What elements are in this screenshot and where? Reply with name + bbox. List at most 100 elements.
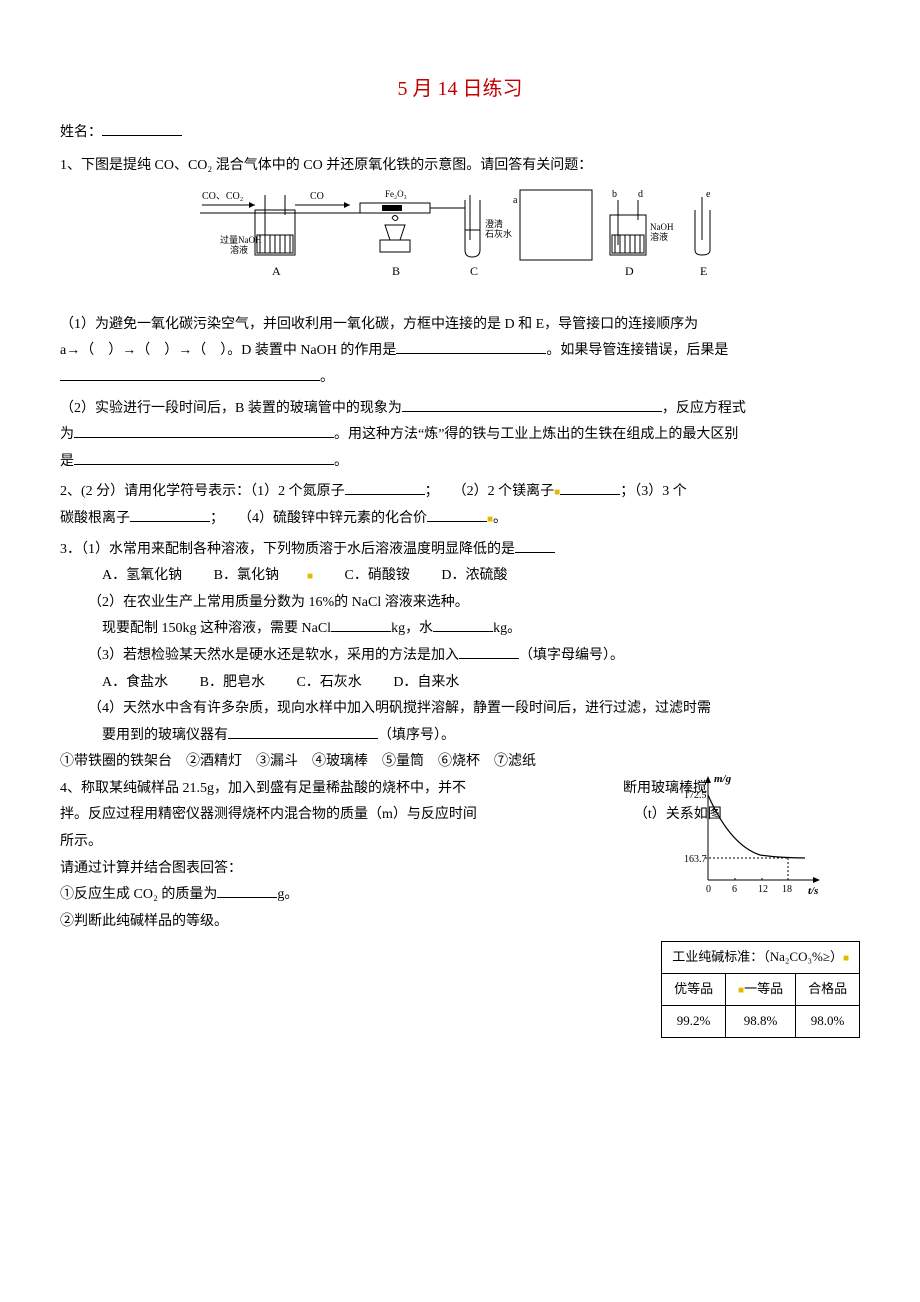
svg-text:澄清: 澄清: [485, 218, 503, 229]
q3-p4c: （填序号）。: [378, 728, 455, 743]
blank[interactable]: [331, 617, 391, 632]
svg-text:B: B: [392, 264, 400, 278]
q1-diagram: CO、CO₂ CO 过量NaOH 溶液 A Fe₂O₃ B 澄清 石灰水 C a: [60, 185, 860, 306]
svg-text:溶液: 溶液: [230, 244, 248, 255]
q1-p1c: 。如果导管连接错误，后果是: [546, 343, 728, 358]
blank[interactable]: [60, 366, 320, 381]
svg-text:b: b: [612, 189, 617, 200]
q3-p1: 3．（1）水常用来配制各种溶液，下列物质溶于水后溶液温度明显降低的是: [60, 537, 860, 564]
svg-text:石灰水: 石灰水: [485, 228, 512, 239]
blank[interactable]: [427, 507, 487, 522]
q4-l2a: 拌。反应过程用精密仪器测得烧杯内混合物的质量（m）与反应时间: [60, 807, 477, 822]
opt-c: C．硝酸铵: [345, 563, 410, 590]
q1-p1b: a→（ ）→（ ）→（ ）。D 装置中 NaOH 的作用是: [60, 343, 396, 358]
name-label: 姓名：: [60, 125, 102, 140]
blank[interactable]: [396, 339, 546, 354]
opt-b: B．肥皂水: [200, 670, 265, 697]
val-1: 98.8%: [725, 1005, 795, 1037]
q1-stem: 1、下图是提纯 CO、CO₂ 混合气体中的 CO 并还原氧化铁的示意图。请回答有…: [60, 153, 860, 180]
svg-text:6: 6: [732, 884, 737, 895]
q3-p2c: kg，水: [391, 621, 433, 636]
q2-s2: ； （2）2 个镁离子: [425, 484, 555, 499]
q2: 2、(2 分）请用化学符号表示：（1）2 个氮原子； （2）2 个镁离子■；（3…: [60, 479, 860, 506]
q1-p1: （1）为避免一氧化碳污染空气，并回收利用一氧化碳，方框中连接的是 D 和 E，导…: [60, 312, 860, 339]
q1-p2c: 为: [60, 427, 74, 442]
svg-text:d: d: [638, 189, 643, 200]
q1-p2d: 。用这种方法“炼”得的铁与工业上炼出的生铁在组成上的最大区别: [334, 427, 738, 442]
svg-text:Fe₂O₃: Fe₂O₃: [385, 189, 407, 199]
svg-text:a: a: [513, 195, 518, 206]
q4-l5b: g。: [277, 887, 298, 902]
name-row: 姓名：: [60, 120, 860, 147]
blank[interactable]: [433, 617, 493, 632]
q2-line2: 碳酸根离子； （4）硫酸锌中锌元素的化合价■。: [60, 506, 860, 533]
q3-p3b: （填字母编号）。: [519, 648, 624, 663]
q1-p1d: 。: [320, 370, 334, 385]
q3-opts1: A．氢氧化钠 B．氯化钠■ C．硝酸铵 D．浓硫酸: [60, 563, 860, 590]
svg-text:18: 18: [782, 884, 792, 895]
q4-l5a: ①反应生成 CO₂ 的质量为: [60, 887, 217, 902]
svg-text:t/s: t/s: [808, 885, 818, 897]
blank[interactable]: [459, 644, 519, 659]
q3-p2d: kg。: [493, 621, 521, 636]
opt-a: A．食盐水: [102, 670, 168, 697]
q4-chart: m/g t/s 172.5 163.7 0 6 12 18: [680, 770, 830, 911]
svg-text:D: D: [625, 264, 634, 278]
blank[interactable]: [228, 724, 378, 739]
blank[interactable]: [402, 397, 662, 412]
q1-p2b: ，反应方程式: [662, 401, 746, 416]
name-blank[interactable]: [102, 121, 182, 136]
blank[interactable]: [74, 450, 334, 465]
svg-text:e: e: [706, 189, 711, 200]
blank[interactable]: [345, 480, 425, 495]
q3-p3-text: （3）若想检验某天然水是硬水还是软水，采用的方法是加入: [88, 648, 459, 663]
svg-text:E: E: [700, 264, 707, 278]
q1-p1-line3: 。: [60, 365, 860, 392]
gas-co-label: CO: [310, 191, 324, 202]
table-header: 工业纯碱标准：（Na₂CO₃%≥）: [672, 949, 843, 964]
svg-text:溶液: 溶液: [650, 231, 668, 242]
svg-text:C: C: [470, 264, 478, 278]
q4-l6: ②判断此纯碱样品的等级。: [60, 909, 860, 936]
col-2: 合格品: [796, 974, 860, 1006]
svg-text:0: 0: [706, 884, 711, 895]
q3-p3: （3）若想检验某天然水是硬水还是软水，采用的方法是加入 （填字母编号）。: [60, 643, 860, 670]
q3-p4b-text: 要用到的玻璃仪器有: [102, 728, 228, 743]
opt-c: C．石灰水: [296, 670, 361, 697]
q3-p2: （2）在农业生产上常用质量分数为 16%的 NaCl 溶液来选种。: [60, 590, 860, 617]
q3-p2b-text: 现要配制 150kg 这种溶液，需要 NaCl: [102, 621, 331, 636]
svg-text:172.5: 172.5: [684, 790, 707, 801]
q1-p2-line2: 为 。用这种方法“炼”得的铁与工业上炼出的生铁在组成上的最大区别: [60, 422, 860, 449]
q1-p1a: （1）为避免一氧化碳污染空气，并回收利用一氧化碳，方框中连接的是 D 和 E，导…: [60, 317, 698, 332]
q4-l1a: 4、称取某纯碱样品 21.5g，加入到盛有足量稀盐酸的烧杯中，并不: [60, 781, 466, 796]
opt-d: D．浓硫酸: [441, 563, 507, 590]
dot-icon: ■: [307, 567, 313, 586]
col-1: 一等品: [744, 981, 783, 996]
q1-p2: （2）实验进行一段时间后，B 装置的玻璃管中的现象为 ，反应方程式: [60, 396, 860, 423]
q1-p2a: （2）实验进行一段时间后，B 装置的玻璃管中的现象为: [60, 401, 402, 416]
blank[interactable]: [217, 883, 277, 898]
svg-text:163.7: 163.7: [684, 854, 707, 865]
blank[interactable]: [130, 507, 210, 522]
q2-s3: ；（3）3 个: [620, 484, 687, 499]
q4-table: 工业纯碱标准：（Na₂CO₃%≥）■ 优等品 ■一等品 合格品 99.2% 98…: [661, 941, 860, 1037]
opt-a: A．氢氧化钠: [102, 563, 182, 590]
q3-opts3: A．食盐水 B．肥皂水 C．石灰水 D．自来水: [60, 670, 860, 697]
blank[interactable]: [560, 480, 620, 495]
svg-text:过量NaOH: 过量NaOH: [220, 234, 262, 245]
q4: m/g t/s 172.5 163.7 0 6 12 18 4、称取某纯碱样品 …: [60, 776, 860, 1038]
blank[interactable]: [515, 538, 555, 553]
blank[interactable]: [74, 423, 334, 438]
q2-s3b: 碳酸根离子: [60, 511, 130, 526]
q1-p2e: 是: [60, 454, 74, 469]
q2-s4: ； （4）硫酸锌中锌元素的化合价: [210, 511, 427, 526]
q3-p4b: 要用到的玻璃仪器有 （填序号）。: [60, 723, 860, 750]
q3-items-text: ①带铁圈的铁架台 ②酒精灯 ③漏斗 ④玻璃棒 ⑤量筒 ⑥烧杯 ⑦滤纸: [60, 754, 536, 769]
opt-d: D．自来水: [393, 670, 459, 697]
q1-p2f: 。: [334, 454, 348, 469]
svg-text:m/g: m/g: [714, 773, 732, 785]
q3-p2b: 现要配制 150kg 这种溶液，需要 NaCl kg，水 kg。: [60, 616, 860, 643]
q3-p4: （4）天然水中含有许多杂质，现向水样中加入明矾搅拌溶解，静置一段时间后，进行过滤…: [60, 696, 860, 723]
val-2: 98.0%: [796, 1005, 860, 1037]
q2-end: 。: [493, 511, 507, 526]
